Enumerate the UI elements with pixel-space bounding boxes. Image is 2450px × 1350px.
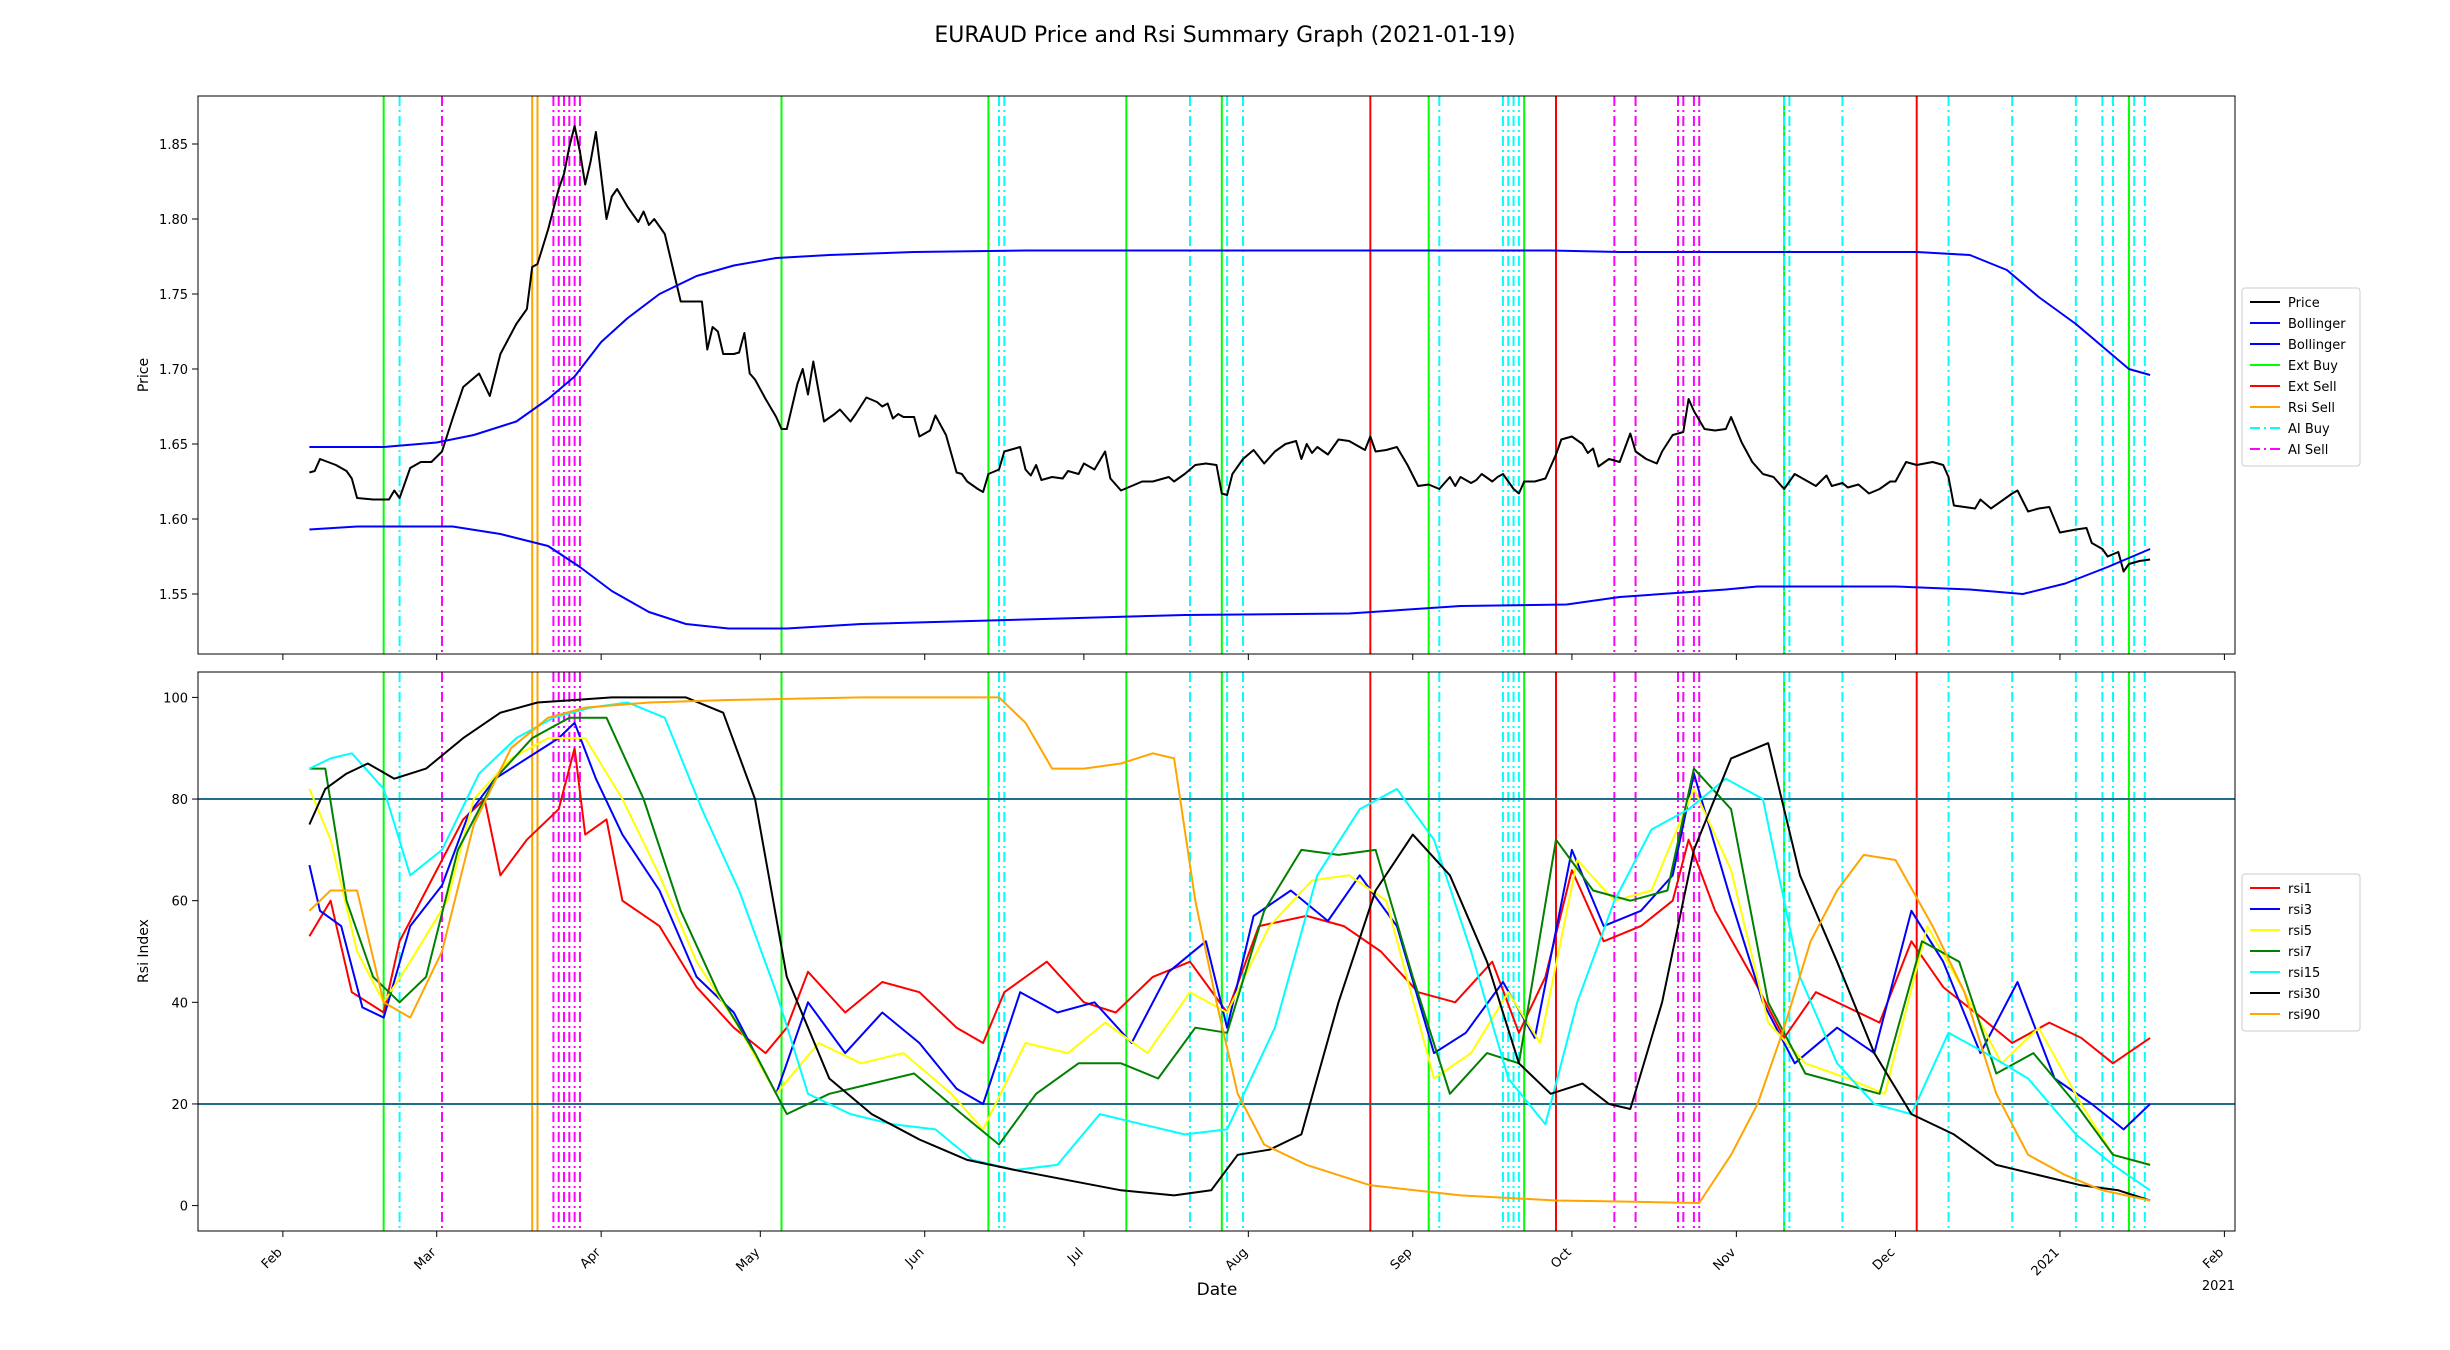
x-axis-label: Date (1197, 1280, 1238, 1300)
rsi-legend: rsi1 rsi3 rsi5 rsi7 rsi15 rsi30 rsi90 (2241, 873, 2361, 1032)
legend-label: rsi30 (2288, 987, 2320, 1002)
legend-label: rsi15 (2288, 966, 2320, 981)
x-tick-label: Feb (2200, 1245, 2227, 1272)
rsi-y-tick-label: 80 (171, 793, 188, 808)
legend-label: AI Buy (2288, 422, 2330, 437)
price-series-group (309, 125, 2151, 630)
x-tick-label: Apr (577, 1245, 604, 1272)
price-legend: Price Bollinger Bollinger Ext Buy Ext Sell Rs… (2241, 287, 2361, 467)
price-y-tick-label: 1.60 (159, 513, 188, 528)
rsi-y-tick-label: 60 (171, 895, 188, 910)
rsi30-line (308, 696, 2151, 1202)
rsi-y-tick-label: 40 (171, 996, 188, 1011)
rsi90-line (308, 696, 2151, 1204)
price-y-tick-label: 1.75 (159, 288, 188, 303)
rsi-series-group (308, 696, 2151, 1204)
x-tick-label: Dec (1870, 1245, 1898, 1273)
rsi-threshold-lines (198, 798, 2235, 1105)
legend-box (2241, 873, 2361, 1032)
rsi-y-label: Rsi Index (136, 919, 152, 983)
x-tick-label: Oct (1548, 1245, 1575, 1272)
rsi3-line (308, 721, 2151, 1131)
legend-label: Rsi Sell (2288, 401, 2335, 416)
price-y-tick-label: 1.55 (159, 588, 188, 603)
rsi-signal-markers (382, 672, 2146, 1231)
legend-label: rsi7 (2288, 945, 2312, 960)
x-tick-label: 2021 (2029, 1245, 2063, 1279)
x-tick-label: Nov (1711, 1245, 1740, 1274)
legend-label: Ext Buy (2288, 359, 2338, 374)
legend-label: Price (2288, 296, 2320, 311)
price-y-tick-label: 1.85 (159, 138, 188, 153)
price-bollinger-line (309, 525, 2151, 630)
legend-label: rsi5 (2288, 924, 2312, 939)
price-panel: 1.55 1.60 1.65 1.70 1.75 1.80 1.85 Price (136, 95, 2236, 660)
price-plot-frame (197, 95, 2236, 655)
price-y-label: Price (136, 358, 152, 392)
rsi-plot-frame (197, 671, 2236, 1232)
price-y-tick-label: 1.65 (159, 438, 188, 453)
rsi-y-ticks: 0 20 40 60 80 100 (163, 691, 198, 1215)
legend-label: rsi1 (2288, 882, 2312, 897)
price-y-tick-label: 1.80 (159, 213, 188, 228)
x-offset-label: 2021 (2202, 1279, 2235, 1294)
rsi-panel: 0 20 40 60 80 100 Feb Mar Apr May Jun Jul Aug Sep Oct… (136, 671, 2236, 1300)
legend-label: rsi3 (2288, 903, 2312, 918)
x-tick-label: Aug (1223, 1245, 1252, 1274)
rsi-y-tick-label: 100 (163, 691, 188, 706)
rsi1-line (308, 747, 2151, 1065)
x-tick-label: Mar (412, 1245, 440, 1273)
x-tick-label: May (734, 1245, 764, 1275)
rsi5-line (308, 737, 2151, 1166)
legend-label: AI Sell (2288, 443, 2328, 458)
rsi15-line (308, 701, 2151, 1192)
rsi7-line (309, 716, 2151, 1166)
x-tick-label: Jul (1064, 1245, 1086, 1267)
rsi-y-tick-label: 20 (171, 1098, 188, 1113)
rsi-y-tick-label: 0 (180, 1200, 188, 1215)
chart-title: EURAUD Price and Rsi Summary Graph (2021… (934, 23, 1515, 48)
legend-label: Bollinger (2288, 317, 2346, 332)
legend-label: Ext Sell (2288, 380, 2337, 395)
legend-label: rsi90 (2288, 1008, 2320, 1023)
legend-label: Bollinger (2288, 338, 2346, 353)
price-price-line (309, 125, 2151, 573)
x-tick-label: Sep (1388, 1245, 1416, 1273)
rsi-x-ticks: Feb Mar Apr May Jun Jul Aug Sep Oct Nov Dec 2021 Feb (259, 1231, 2227, 1279)
price-y-tick-label: 1.70 (159, 363, 188, 378)
x-tick-label: Feb (259, 1245, 286, 1272)
price-y-ticks: 1.55 1.60 1.65 1.70 1.75 1.80 1.85 (159, 138, 198, 603)
price-x-ticks (282, 654, 2225, 660)
price-signal-markers (382, 96, 2146, 654)
x-tick-label: Jun (902, 1245, 928, 1271)
price-bollinger-line (309, 249, 2151, 448)
legend-box (2241, 287, 2361, 467)
